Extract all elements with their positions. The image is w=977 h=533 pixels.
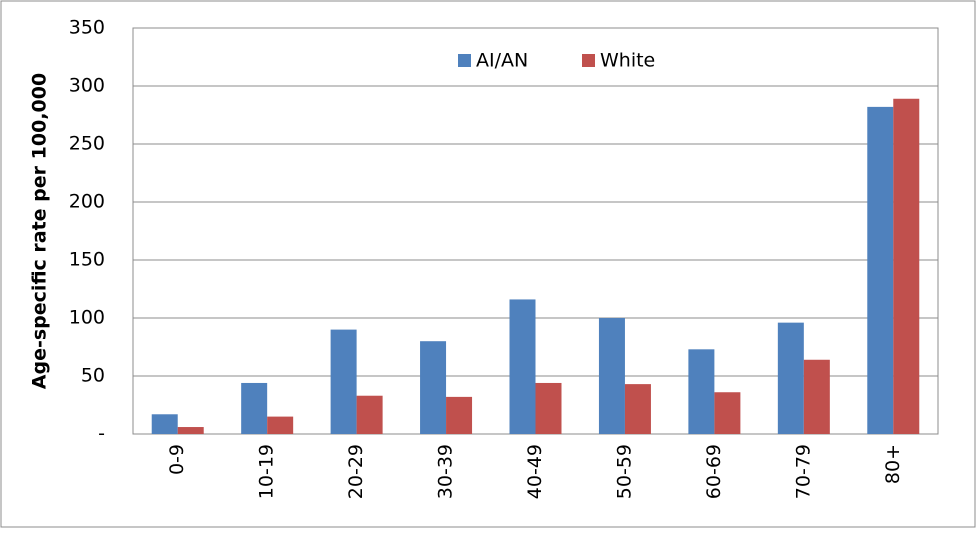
x-tick-label: 40-49	[524, 444, 546, 499]
x-tick-label: 60-69	[703, 444, 725, 499]
bar	[777, 322, 804, 434]
bar	[177, 427, 204, 434]
y-tick-label: 150	[69, 249, 105, 271]
bar	[151, 414, 178, 434]
bar	[688, 349, 715, 434]
y-tick-label: -	[98, 423, 105, 445]
x-tick-label: 0-9	[166, 444, 188, 475]
y-axis-label: Age-specific rate per 100,000	[29, 73, 51, 389]
bar	[330, 329, 357, 434]
bar	[420, 341, 447, 434]
x-tick-label: 30-39	[435, 444, 457, 499]
bar	[867, 106, 894, 434]
bar	[803, 359, 830, 434]
bar	[267, 416, 294, 434]
bar	[714, 392, 741, 434]
legend-swatch	[582, 54, 595, 67]
y-tick-label: 100	[69, 307, 105, 329]
y-tick-label: 300	[69, 75, 105, 97]
bar	[598, 318, 625, 434]
x-tick-label: 10-19	[256, 444, 278, 499]
x-tick-label: 70-79	[792, 444, 814, 499]
bar	[446, 396, 473, 434]
legend-swatch	[458, 54, 471, 67]
x-tick-label: 50-59	[613, 444, 635, 499]
legend-label: AI/AN	[476, 50, 528, 72]
y-tick-label: 200	[69, 191, 105, 213]
y-tick-label: 250	[69, 133, 105, 155]
bar	[356, 395, 383, 434]
y-tick-label: 50	[81, 365, 105, 387]
bar	[241, 382, 268, 434]
legend-label: White	[600, 50, 655, 72]
bar	[535, 382, 562, 434]
bar	[509, 299, 536, 434]
x-tick-label: 80+	[882, 444, 904, 484]
y-tick-label: 350	[69, 17, 105, 39]
x-tick-label: 20-29	[345, 444, 367, 499]
bar	[893, 98, 920, 434]
bar	[624, 384, 651, 434]
